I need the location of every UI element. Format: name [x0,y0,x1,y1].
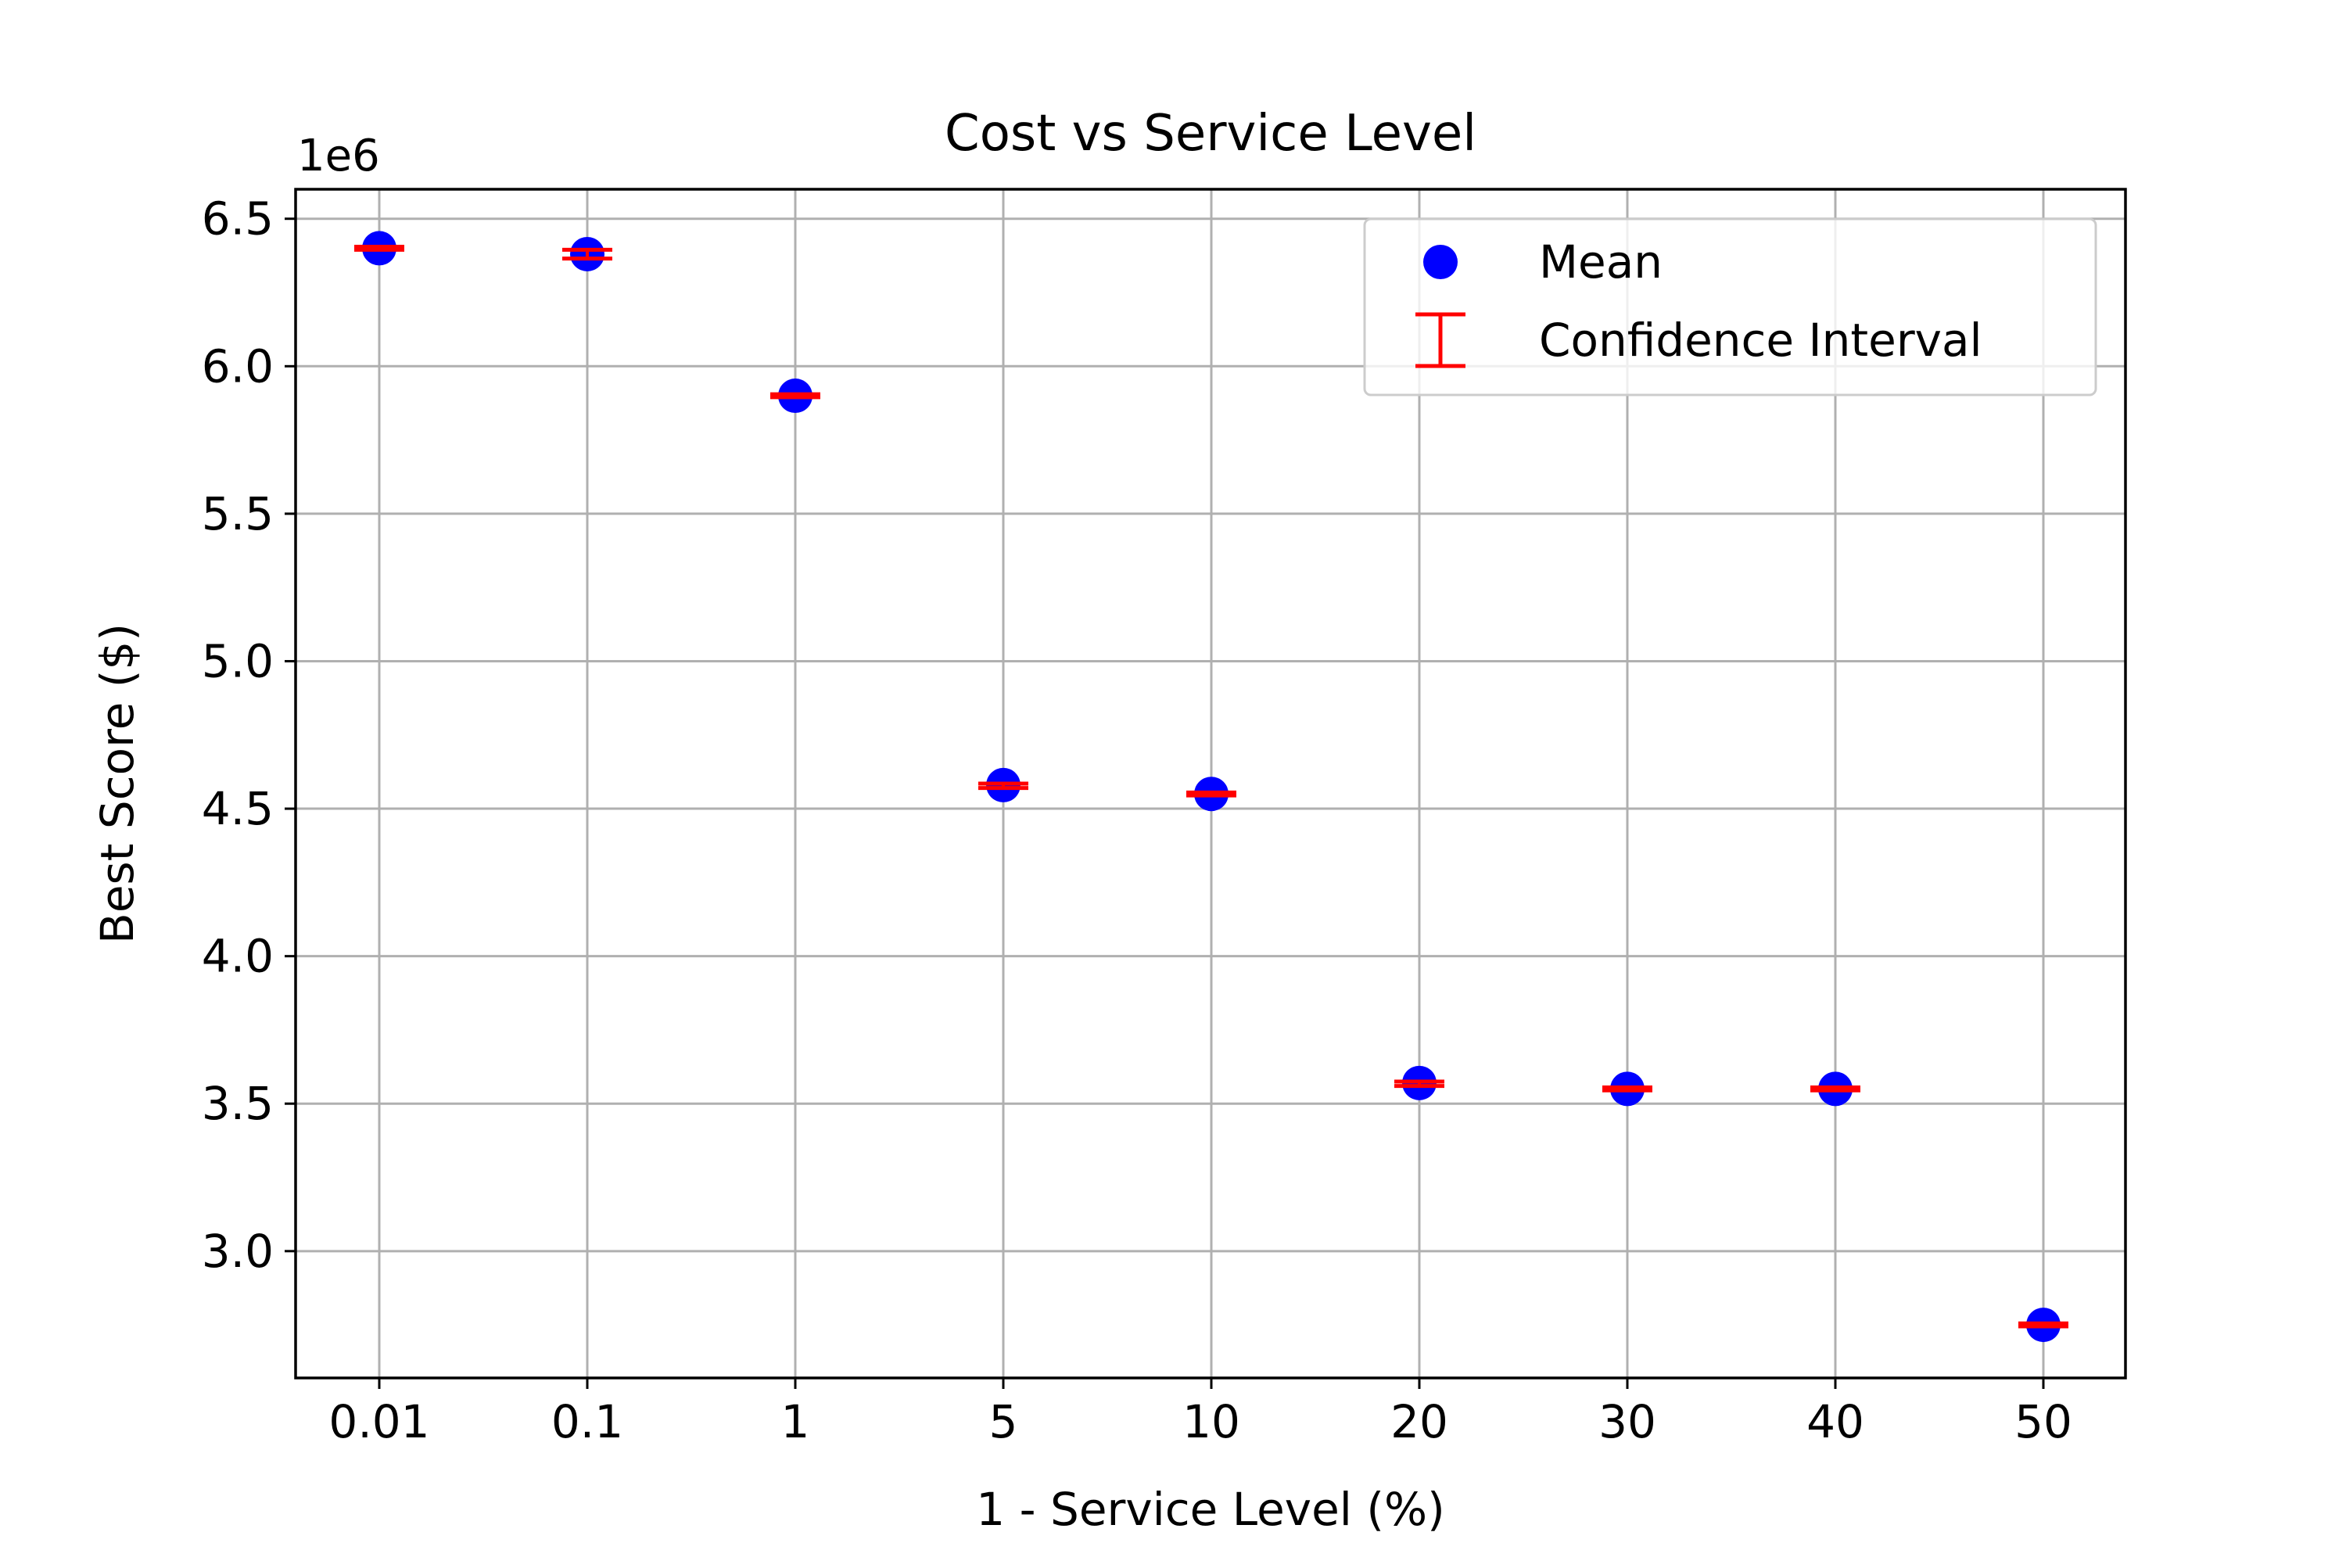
data-layer [354,231,2068,1343]
x-tick-label: 0.1 [551,1395,623,1448]
x-tick-label: 0.01 [328,1395,429,1448]
confidence-interval-bar [978,781,1028,791]
legend-box [1363,217,2097,396]
legend-confidence-interval-label: Confidence Interval [1539,314,1982,367]
legend: Mean Confidence Interval [1363,217,2097,396]
y-tick-label: 3.0 [202,1225,274,1278]
legend-mean-marker [1423,245,1458,279]
chart-title: Cost vs Service Level [945,105,1476,163]
legend-confidence-interval-marker [1415,312,1465,368]
x-axis-label: 1 - Service Level (%) [976,1483,1444,1536]
y-tick-label: 5.0 [202,634,274,687]
legend-mean-label: Mean [1539,235,1663,289]
confidence-interval-bar [1602,1085,1652,1093]
confidence-interval-bar [562,247,612,261]
y-tick-label: 4.5 [202,782,274,835]
x-tick-label: 40 [1806,1395,1864,1448]
y-tick-label: 6.5 [202,192,274,246]
y-axis-label: Best Score ($) [91,623,144,944]
x-tick-label: 30 [1598,1395,1656,1448]
x-tick-label: 50 [2014,1395,2072,1448]
confidence-interval-bar [354,245,404,252]
confidence-interval-bar [2018,1321,2068,1329]
y-tick-label: 5.5 [202,487,274,540]
x-tick-label: 5 [989,1395,1018,1448]
confidence-interval-bar [1186,790,1236,798]
y-axis-offset-label: 1e6 [297,131,380,181]
x-tick-label: 1 [781,1395,810,1448]
y-tick-label: 4.0 [202,930,274,983]
ticks: 0.01 0.1 1 5 10 20 30 40 50 3.0 3.5 4.0 4.5 5.0 5.5 6.0… [202,192,2072,1448]
confidence-interval-bar [1394,1079,1444,1089]
x-tick-label: 10 [1182,1395,1240,1448]
x-tick-label: 20 [1390,1395,1448,1448]
confidence-interval-bar [770,392,820,400]
confidence-interval-bar [1810,1085,1860,1093]
y-tick-label: 3.5 [202,1077,274,1130]
y-tick-label: 6.0 [202,339,274,393]
